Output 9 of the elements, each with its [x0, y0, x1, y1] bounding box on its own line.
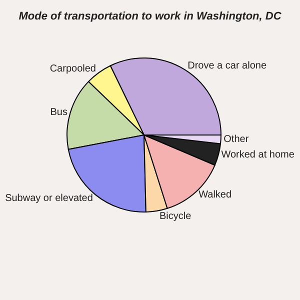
- slice-label: Worked at home: [221, 149, 295, 160]
- slice-label: Other: [224, 134, 250, 145]
- slice-label: Subway or elevated: [5, 192, 93, 204]
- slice-label: Bicycle: [160, 210, 192, 222]
- slice-label: Bus: [50, 107, 68, 118]
- slice-label: Walked: [198, 189, 232, 200]
- chart-title: Mode of transportation to work in Washington, DC: [18, 10, 282, 23]
- slice-label: Drove a car alone: [188, 60, 267, 72]
- slice-label: Carpooled: [50, 64, 96, 75]
